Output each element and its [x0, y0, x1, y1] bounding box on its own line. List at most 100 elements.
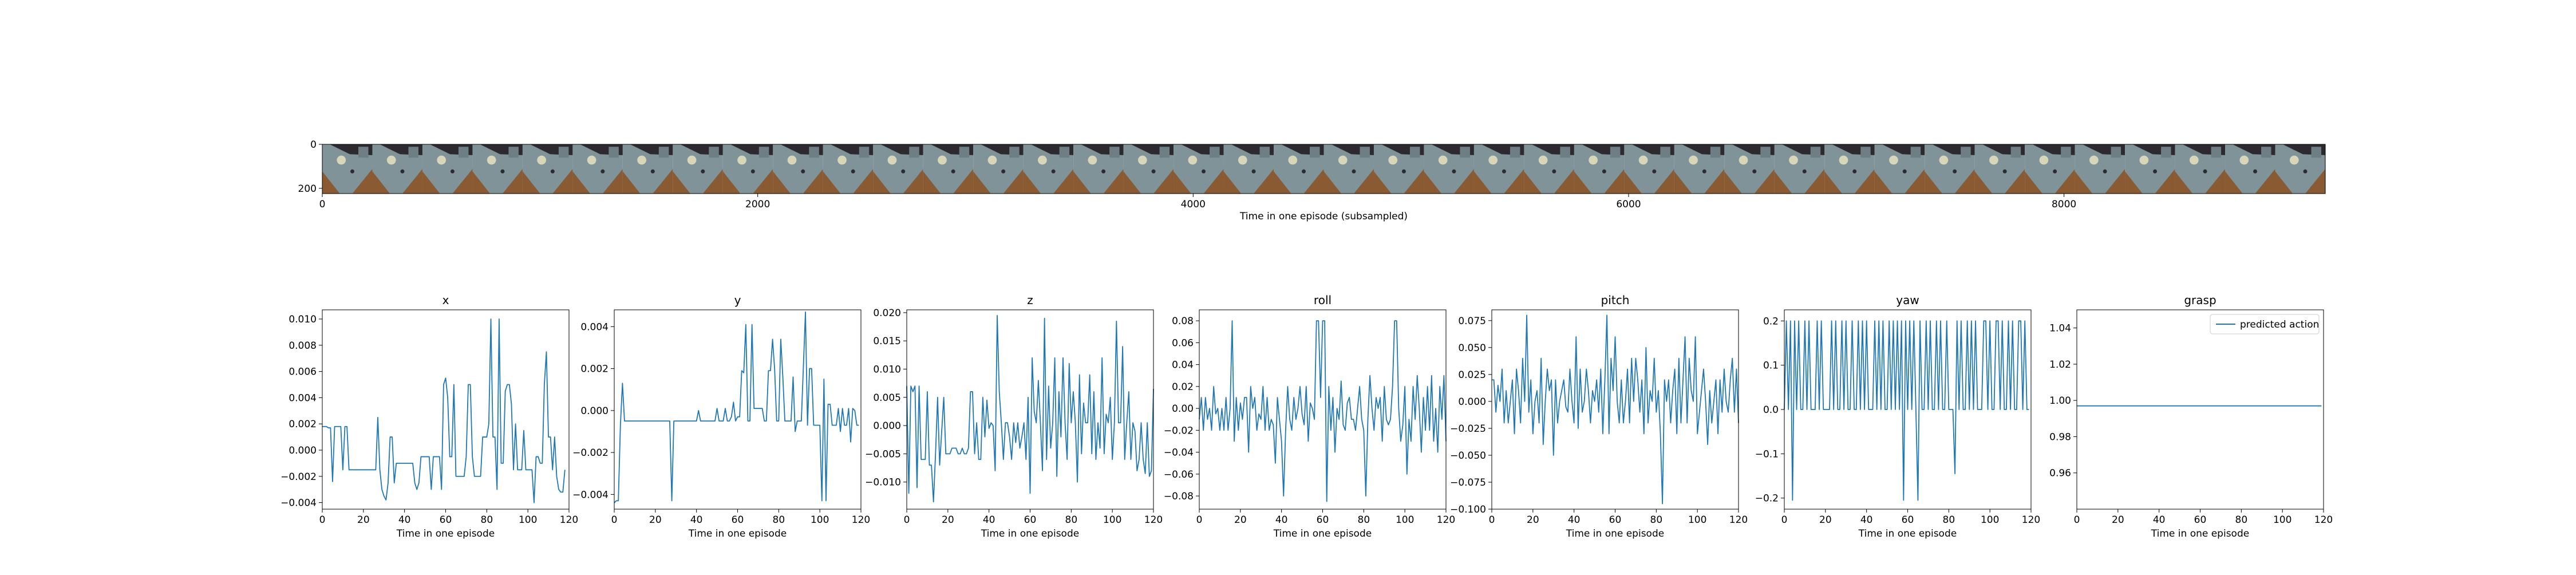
frame-window [2161, 147, 2171, 158]
x-tick-label: 40 [2153, 514, 2166, 526]
series-line-roll [1199, 320, 1447, 502]
y-tick-label: 0.006 [289, 367, 317, 378]
frame-light-object [537, 155, 547, 165]
frame-window [758, 147, 769, 158]
frame-window [658, 147, 669, 158]
strip-frame [422, 144, 473, 194]
frame-window [1059, 147, 1070, 158]
x-tick-label: 0 [1489, 514, 1495, 526]
legend-box [2210, 314, 2320, 334]
frame-wood-right [1554, 169, 1574, 194]
frame-wood-left [1223, 171, 1242, 194]
frame-wood-right [2255, 169, 2275, 194]
strip-frame [522, 144, 573, 194]
strip-frame [1524, 144, 1574, 194]
x-tick-label: 100 [2273, 514, 2291, 526]
legend: predicted action [2210, 314, 2320, 334]
frame-wood-left [2025, 171, 2042, 194]
y-tick-label: 0.000 [873, 420, 901, 432]
frame-light-object [2289, 155, 2299, 165]
frame-wood-left [322, 171, 340, 194]
frame-light-object [337, 155, 346, 165]
x-axis-label: Time in one episode [1566, 528, 1664, 539]
x-tick-label: 60 [1609, 514, 1622, 526]
x-axis-label: Time in one episode [688, 528, 787, 539]
strip-frame [1323, 144, 1374, 194]
y-tick-label: −0.002 [280, 471, 317, 483]
frame-wood-left [422, 171, 440, 194]
strip-x-axis-label: Time in one episode (subsampled) [1239, 211, 1408, 222]
y-tick-label: 0.08 [1172, 316, 1194, 327]
frame-light-object [2139, 155, 2149, 165]
subplot-title: yaw [1896, 293, 1919, 307]
strip-frame [1974, 144, 2025, 194]
strip-frame [1874, 144, 1925, 194]
x-tick-label: 0 [904, 514, 910, 526]
frame-small-object [450, 169, 455, 174]
subplot-roll: 0 20 40 60 80 100 120 −0.08 −0.06 −0.04 −0.02 0.00 0… [1164, 293, 1455, 539]
frame-light-object [737, 155, 746, 165]
strip-frame [1373, 144, 1424, 194]
y-tick-label: −0.100 [1450, 504, 1486, 515]
frame-wood-left [1073, 171, 1091, 194]
y-tick-label: 0.98 [2049, 431, 2071, 443]
y-tick-label: −0.2 [1755, 493, 1779, 505]
frame-small-object [1151, 169, 1156, 174]
frame-wood-right [402, 169, 422, 194]
y-tick-label: 0.0 [1763, 404, 1779, 416]
y-tick-label: −0.08 [1164, 491, 1194, 502]
y-tick-label: 0.002 [580, 364, 609, 375]
frame-wood-right [2305, 169, 2325, 194]
plot-area [614, 310, 861, 509]
strip-x-tick-label: 0 [319, 199, 326, 210]
strip-frame [2025, 144, 2075, 194]
subplot-x: 0 20 40 60 80 100 120 −0.004 −0.002 0.000 0.002 0.0… [280, 293, 578, 539]
frame-small-object [2002, 169, 2007, 174]
x-tick-label: 20 [1819, 514, 1832, 526]
y-tick-label: 0.04 [1172, 360, 1194, 371]
frame-small-object [2103, 169, 2107, 174]
x-tick-label: 20 [1234, 514, 1247, 526]
x-tick-label: 80 [1650, 514, 1663, 526]
frame-wood-right [602, 169, 623, 194]
x-axis-label: Time in one episode [1273, 528, 1372, 539]
frame-wood-right [1453, 169, 1474, 194]
frame-small-object [1202, 169, 1206, 174]
frame-window [1310, 147, 1320, 158]
frame-light-object [2089, 155, 2099, 165]
x-tick-label: 120 [2314, 514, 2333, 526]
strip-frame [372, 144, 422, 194]
x-tick-label: 120 [1144, 514, 1163, 526]
x-tick-label: 80 [2235, 514, 2248, 526]
x-tick-label: 60 [2194, 514, 2207, 526]
frame-wood-right [702, 169, 723, 194]
frame-window [1860, 147, 1871, 158]
frame-window [2311, 147, 2322, 158]
y-tick-label: −0.002 [572, 447, 609, 459]
x-tick-label: 40 [1275, 514, 1288, 526]
x-tick-label: 120 [852, 514, 870, 526]
frame-small-object [2303, 169, 2308, 174]
frame-light-object [837, 155, 847, 165]
frame-window [458, 147, 469, 158]
y-tick-label: 0.96 [2049, 468, 2071, 479]
series-line-yaw [1784, 320, 2029, 501]
frame-window [2061, 147, 2071, 158]
y-tick-label: 0.02 [1172, 381, 1194, 393]
frame-window [1109, 147, 1120, 158]
x-tick-label: 120 [560, 514, 578, 526]
frame-small-object [1302, 169, 1306, 174]
frame-wood-right [552, 169, 573, 194]
frame-small-object [1051, 169, 1056, 174]
frame-light-object [1088, 155, 1097, 165]
subplot-title: x [442, 293, 449, 307]
y-tick-label: 0.1 [1763, 360, 1779, 372]
frame-wood-left [673, 171, 690, 194]
frame-wood-left [1774, 171, 1792, 194]
frame-wood-right [1003, 169, 1024, 194]
frame-light-object [787, 155, 797, 165]
frame-small-object [801, 169, 805, 174]
strip-frame [722, 144, 773, 194]
frame-window [1210, 147, 1220, 158]
frame-light-object [2189, 155, 2199, 165]
